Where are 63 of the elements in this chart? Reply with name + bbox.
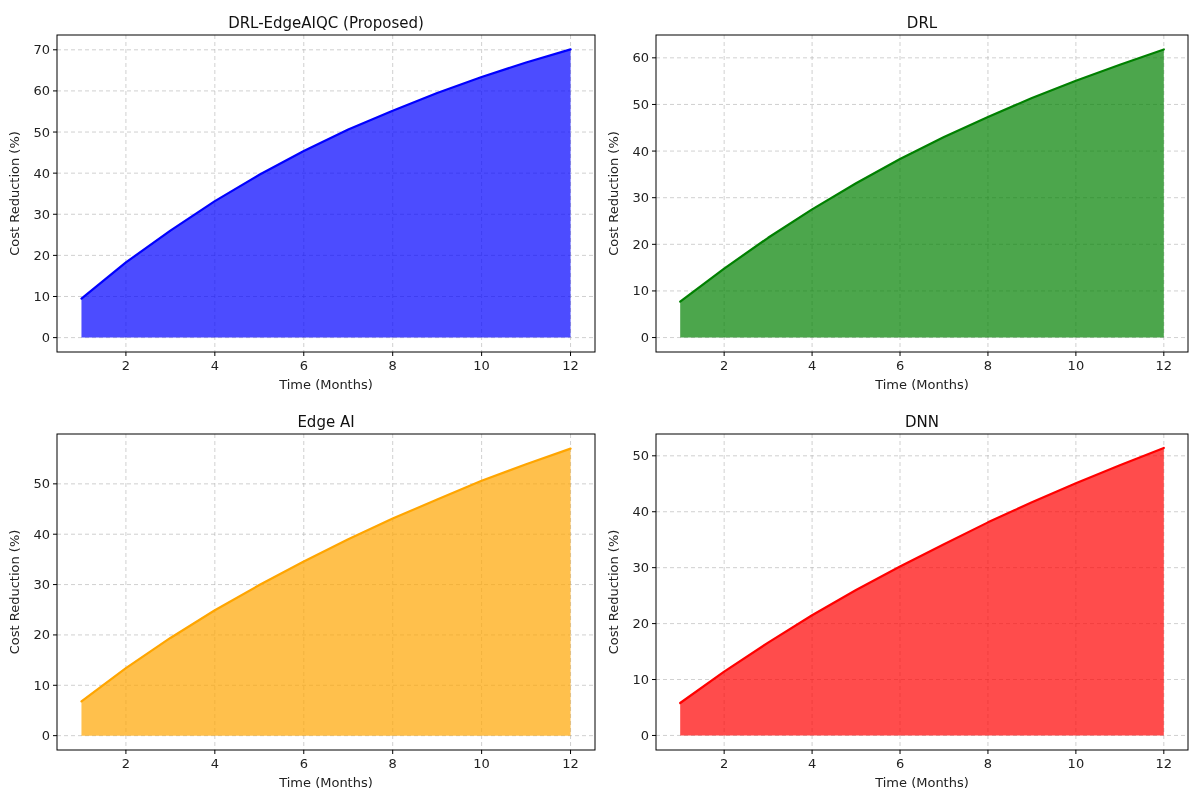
y-tick-label: 30 <box>33 206 50 222</box>
y-tick-label: 70 <box>33 42 50 58</box>
x-tick-label: 12 <box>1155 756 1173 771</box>
y-tick-label: 50 <box>632 448 649 464</box>
x-tick-label: 4 <box>807 756 817 771</box>
x-tick-label: 8 <box>983 756 993 771</box>
y-tick-label: 10 <box>632 283 649 299</box>
y-tick-label: 30 <box>33 577 50 593</box>
chart-title: DRL <box>906 14 938 32</box>
chart-title: Edge AI <box>297 413 355 431</box>
x-tick-label: 2 <box>121 358 131 373</box>
x-axis-title: Time (Months) <box>874 377 969 392</box>
y-tick-label: 10 <box>33 677 50 693</box>
y-tick-label: 20 <box>632 616 649 632</box>
y-tick-label: 0 <box>41 330 50 346</box>
x-axis-title: Time (Months) <box>278 775 373 790</box>
x-tick-label: 2 <box>720 358 729 373</box>
y-tick-label: 10 <box>33 289 50 305</box>
y-tick-label: 50 <box>33 476 50 492</box>
x-tick-label: 4 <box>210 756 219 771</box>
y-tick-label: 40 <box>632 143 649 159</box>
x-tick-label: 10 <box>473 756 490 771</box>
x-tick-label: 12 <box>1155 358 1173 373</box>
chart-title: DRL-EdgeAIQC (Proposed) <box>228 14 424 32</box>
x-tick-label: 10 <box>473 358 490 373</box>
x-tick-label: 8 <box>388 756 397 771</box>
x-tick-label: 4 <box>210 358 219 373</box>
y-tick-label: 0 <box>640 330 649 346</box>
x-tick-label: 2 <box>720 756 729 771</box>
x-tick-label: 12 <box>562 358 579 373</box>
y-tick-label: 40 <box>632 504 649 520</box>
x-axis-title: Time (Months) <box>874 775 969 790</box>
y-axis-title: Cost Reduction (%) <box>606 131 621 256</box>
y-tick-label: 20 <box>33 627 50 643</box>
x-tick-label: 8 <box>388 358 397 373</box>
x-tick-label: 10 <box>1067 756 1085 771</box>
y-tick-label: 30 <box>632 190 649 206</box>
y-tick-label: 0 <box>41 728 50 744</box>
chart-title: DNN <box>905 413 939 431</box>
y-tick-label: 20 <box>33 247 50 263</box>
y-tick-label: 30 <box>632 560 649 576</box>
x-tick-label: 10 <box>1067 358 1085 373</box>
y-tick-label: 40 <box>33 526 50 542</box>
x-tick-label: 6 <box>299 756 308 771</box>
y-axis-title: Cost Reduction (%) <box>606 529 621 655</box>
x-tick-label: 2 <box>121 756 131 771</box>
x-tick-label: 6 <box>895 358 905 373</box>
x-tick-label: 6 <box>895 756 905 771</box>
x-tick-label: 4 <box>807 358 817 373</box>
y-tick-label: 50 <box>632 97 649 113</box>
y-tick-label: 60 <box>33 83 50 99</box>
y-tick-label: 60 <box>632 50 649 66</box>
y-tick-label: 10 <box>632 672 649 688</box>
y-axis-title: Cost Reduction (%) <box>7 529 22 655</box>
y-tick-label: 50 <box>33 124 50 140</box>
y-tick-label: 20 <box>632 236 649 252</box>
x-tick-label: 8 <box>983 358 993 373</box>
y-tick-label: 0 <box>640 728 649 744</box>
x-axis-title: Time (Months) <box>278 377 373 392</box>
x-tick-label: 6 <box>299 358 308 373</box>
y-tick-label: 40 <box>33 165 50 181</box>
y-axis-title: Cost Reduction (%) <box>7 131 22 256</box>
x-tick-label: 12 <box>562 756 579 771</box>
